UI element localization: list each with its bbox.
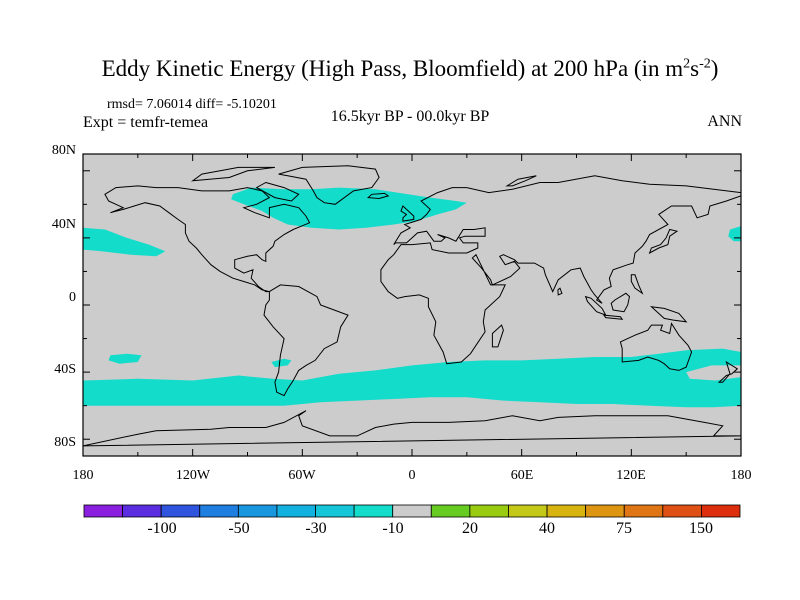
x-tick-label: 180: [72, 468, 94, 483]
colorbar-swatch: [662, 504, 702, 518]
colorbar-swatch: [392, 504, 432, 518]
x-tick-label: 120E: [616, 468, 646, 483]
y-tick-label: 80S: [54, 435, 76, 450]
coastline-arctic-islands: [190, 166, 275, 182]
colorbar-swatch: [199, 504, 239, 518]
x-tick-label: 60E: [510, 468, 534, 483]
colorbar-label: 75: [616, 520, 632, 537]
y-tick-label: 40S: [54, 362, 76, 377]
coastline-borneo: [610, 292, 631, 313]
y-tick-label: 40N: [51, 217, 76, 232]
coastline-greenland: [278, 165, 380, 205]
coastline-new-zealand: [717, 360, 739, 383]
plot-title: Eddy Kinetic Energy (High Pass, Bloomfie…: [101, 56, 719, 81]
colorbar-label: -100: [147, 520, 177, 537]
coastline-antarctica: [83, 410, 741, 447]
colorbar-swatch: [623, 504, 664, 518]
region-southern-ocean-band: [83, 348, 741, 408]
region-south-pacific-blob: [108, 353, 142, 364]
coastline-philippines: [630, 274, 644, 295]
season-label: ANN: [707, 113, 742, 130]
coastline-japan: [648, 228, 679, 255]
x-tick-label: 60W: [288, 468, 316, 483]
colorbar-swatch: [701, 504, 741, 518]
colorbar-label: -30: [305, 520, 327, 537]
axis-ticks: [82, 154, 742, 456]
y-tick-label: 80N: [51, 143, 76, 158]
period-label: 16.5kyr BP - 00.0kyr BP: [330, 108, 490, 125]
colorbar-label: -10: [382, 520, 404, 537]
colorbar-swatch: [546, 504, 587, 518]
colorbar-swatch: [508, 504, 548, 518]
coastline-australia: [619, 322, 693, 371]
colorbar-label: -50: [228, 520, 250, 537]
colorbar-swatch: [585, 504, 625, 518]
coastline-novaya-zemlya: [505, 175, 537, 187]
colorbar-label: 40: [539, 520, 555, 537]
region-south-atlantic-blob: [271, 358, 292, 368]
colorbar-swatch: [237, 504, 278, 518]
coastline-iceland: [366, 192, 390, 200]
colorbar-swatch: [469, 504, 509, 518]
coastline-sri-lanka: [557, 287, 563, 296]
x-tick-label: 0: [408, 468, 416, 483]
coastline-north-america: [104, 185, 311, 293]
colorbar-swatch: [276, 504, 316, 518]
colorbar-label: 150: [689, 520, 713, 537]
colorbar: [83, 504, 741, 518]
x-tick-label: 180: [730, 468, 752, 483]
coastline-baffin: [255, 181, 300, 202]
coastline-eurasia-africa: [380, 175, 741, 365]
coastline-britain: [400, 205, 415, 222]
x-tick-label: 120W: [175, 468, 211, 483]
coastlines: [83, 165, 741, 447]
colorbar-label: 20: [462, 520, 478, 537]
colorbar-swatch: [83, 504, 123, 518]
colorbar-swatch: [160, 504, 201, 518]
coastline-madagascar: [491, 324, 504, 348]
y-tick-label: 0: [69, 290, 76, 305]
experiment-label: Expt = temfr-temea: [83, 114, 209, 131]
colorbar-swatch: [122, 504, 162, 518]
coastline-new-guinea: [649, 305, 688, 323]
stats-text: rmsd= 7.06014 diff= -5.10201: [107, 97, 277, 112]
colorbar-swatch: [430, 504, 471, 518]
colorbar-swatch: [353, 504, 394, 518]
region-north-pacific-east: [83, 227, 166, 257]
region-north-atlantic: [231, 187, 467, 230]
coastline-java: [602, 314, 624, 320]
colorbar-swatch: [315, 504, 355, 518]
coastline-south-america: [263, 284, 349, 397]
